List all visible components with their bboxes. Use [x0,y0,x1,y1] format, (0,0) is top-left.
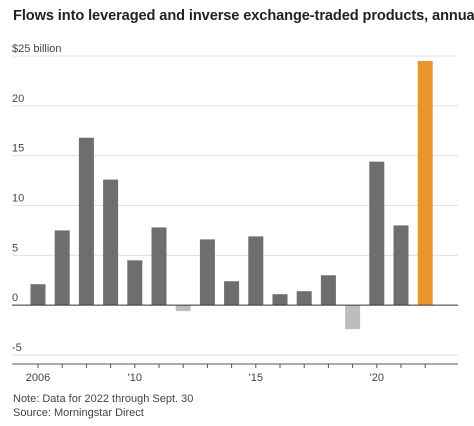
x-tick-label: '10 [128,372,142,384]
y-tick-label: 0 [12,292,18,304]
y-tick-label: 5 [12,242,18,254]
bar-2011 [151,227,167,306]
bar-2006 [30,284,46,306]
chart-source: Source: Morningstar Direct [13,407,144,419]
bar-2019 [345,305,361,330]
bar-2021 [393,225,409,306]
bar-2014 [224,281,240,306]
bar-2007 [54,230,70,306]
x-tick-label: '15 [249,372,263,384]
x-tick-label: 2006 [26,372,50,384]
chart-title: Flows into leveraged and inverse exchang… [13,8,474,24]
y-tick-label: 20 [12,93,24,105]
bar-2012 [175,305,191,312]
bar-2015 [248,236,264,306]
bar-layer [30,60,433,330]
bar-2010 [127,260,143,306]
axis-layer: -5 0 5 10 15 20 $25 billion 2006 '10 '15 '20 [12,43,458,384]
y-tick-label: 15 [12,143,24,155]
y-tick-label: -5 [12,342,22,354]
chart-note: Note: Data for 2022 through Sept. 30 [13,393,194,405]
y-tick-label: 10 [12,193,24,205]
x-tick-label: '20 [370,372,384,384]
bar-2018 [320,275,336,306]
bar-2009 [103,179,119,306]
bar-2020 [369,161,385,306]
bar-2016 [272,294,288,306]
bar-2017 [296,291,312,306]
bar-2022 [417,60,433,306]
bar-2013 [199,239,215,306]
y-tick-label: $25 billion [12,43,62,55]
bar-2008 [78,137,94,306]
